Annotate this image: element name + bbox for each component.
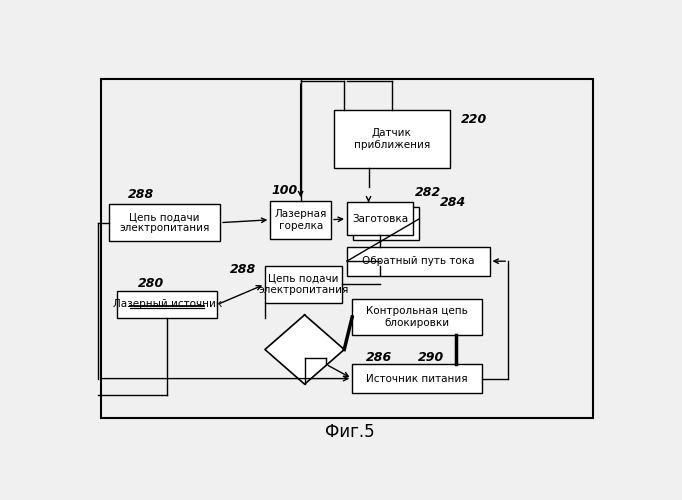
Text: Источник питания: Источник питания xyxy=(366,374,468,384)
Bar xyxy=(353,207,419,240)
Bar xyxy=(109,204,220,241)
Bar xyxy=(101,80,593,418)
Text: Заготовка: Заготовка xyxy=(352,214,408,224)
Bar xyxy=(347,246,490,276)
Text: Контрольная цепь
блокировки: Контрольная цепь блокировки xyxy=(366,306,468,328)
Text: 288: 288 xyxy=(128,188,154,201)
Text: Цепь подачи
электропитания: Цепь подачи электропитания xyxy=(119,212,210,234)
Text: 220: 220 xyxy=(460,113,487,126)
Text: Лазерный источник: Лазерный источник xyxy=(113,300,222,310)
Bar xyxy=(265,266,342,302)
Text: 280: 280 xyxy=(138,277,164,290)
Text: Фиг.5: Фиг.5 xyxy=(325,422,374,440)
Text: 282: 282 xyxy=(415,186,441,200)
Text: Лазерная
горелка: Лазерная горелка xyxy=(274,209,327,231)
Text: 290: 290 xyxy=(418,350,445,364)
Text: 284: 284 xyxy=(439,196,466,209)
Text: Обратный путь тока: Обратный путь тока xyxy=(362,256,475,266)
Bar xyxy=(347,202,413,235)
Polygon shape xyxy=(265,315,344,384)
Text: 100: 100 xyxy=(272,184,298,198)
Bar xyxy=(270,200,331,239)
Text: 286: 286 xyxy=(366,350,391,364)
Text: Цепь подачи
электропитания: Цепь подачи электропитания xyxy=(258,274,349,295)
Bar xyxy=(117,291,218,318)
Bar xyxy=(333,110,450,168)
Bar xyxy=(352,364,481,393)
Bar xyxy=(352,298,481,336)
Text: Датчик
приближения: Датчик приближения xyxy=(354,128,430,150)
Text: 288: 288 xyxy=(230,264,256,276)
